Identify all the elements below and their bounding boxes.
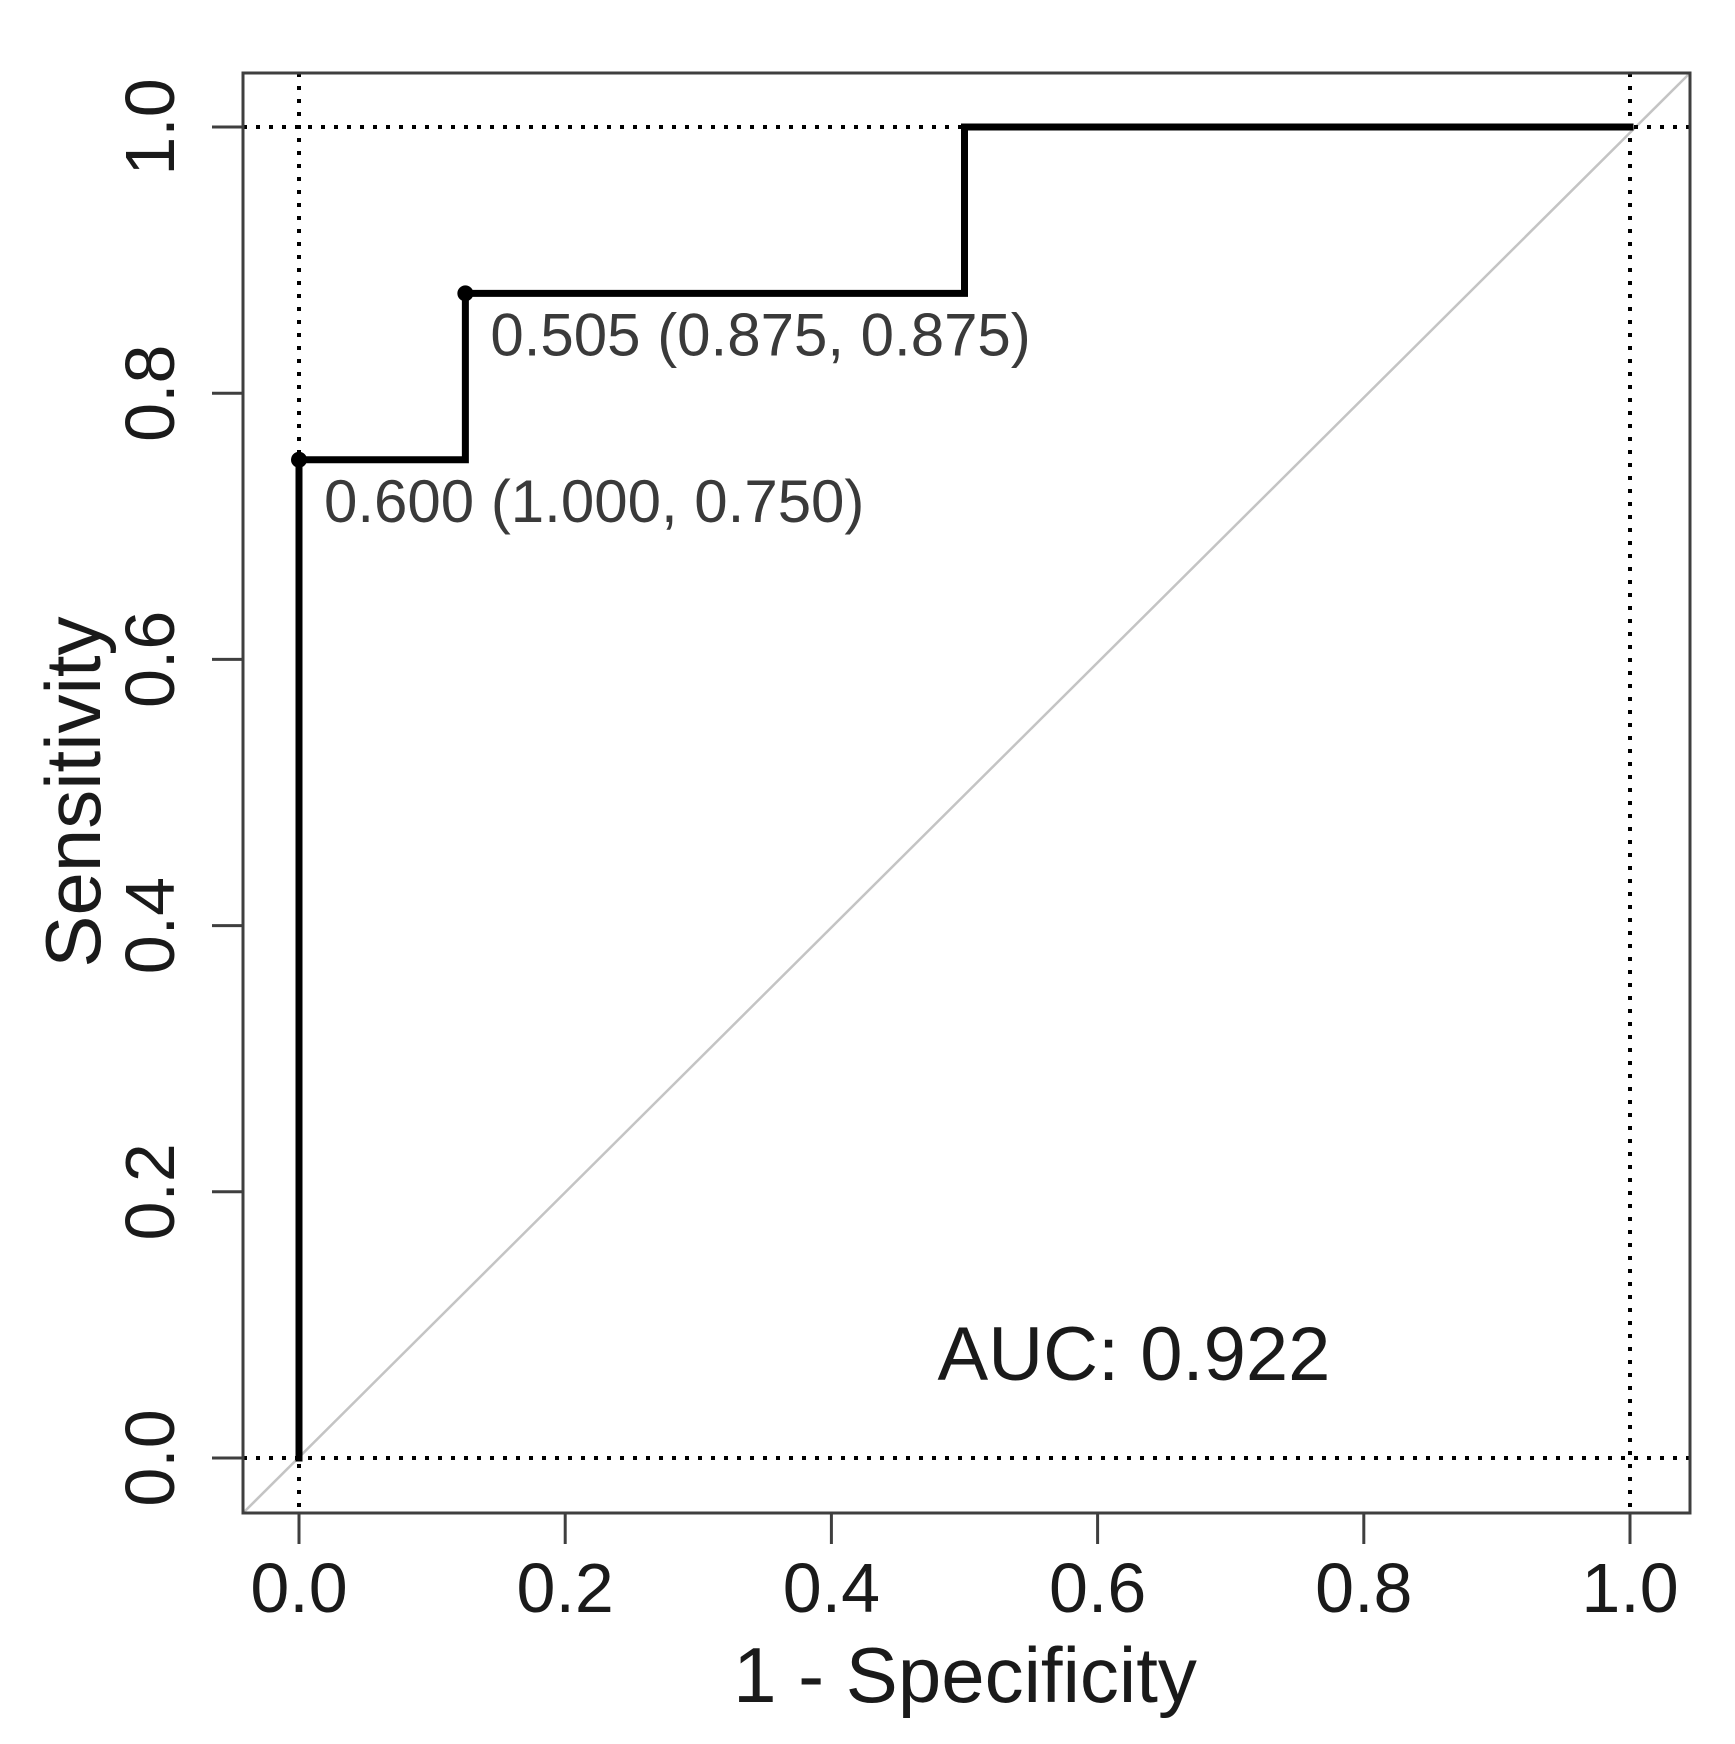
- x-tick-label-5: 1.0: [1581, 1549, 1678, 1627]
- threshold-point-0: [457, 285, 474, 302]
- x-tick-label-1: 0.2: [517, 1549, 614, 1627]
- x-tick-label-2: 0.4: [783, 1549, 880, 1627]
- y-tick-label-0: 0.0: [111, 1409, 189, 1506]
- diagonal-reference-line: [242, 72, 1691, 1514]
- plot-frame: [241, 71, 1692, 1515]
- y-tick-label-1: 0.2: [111, 1143, 189, 1240]
- threshold-point-label-0: 0.505 (0.875, 0.875): [490, 301, 1030, 368]
- y-tick-label-4: 0.8: [111, 345, 189, 442]
- x-tick-label-3: 0.6: [1049, 1549, 1146, 1627]
- x-tick-label-4: 0.8: [1315, 1549, 1412, 1627]
- y-tick-label-3: 0.6: [111, 611, 189, 708]
- y-axis-title: Sensitivity: [29, 616, 117, 967]
- threshold-point-1: [291, 451, 307, 468]
- auc-label: AUC: 0.922: [938, 1312, 1331, 1397]
- x-tick-label-0: 0.0: [250, 1549, 347, 1627]
- y-tick-label-2: 0.4: [111, 877, 189, 974]
- threshold-point-label-1: 0.600 (1.000, 0.750): [324, 468, 864, 535]
- y-tick-label-5: 1.0: [111, 78, 189, 175]
- x-axis-title: 1 - Specificity: [733, 1631, 1197, 1719]
